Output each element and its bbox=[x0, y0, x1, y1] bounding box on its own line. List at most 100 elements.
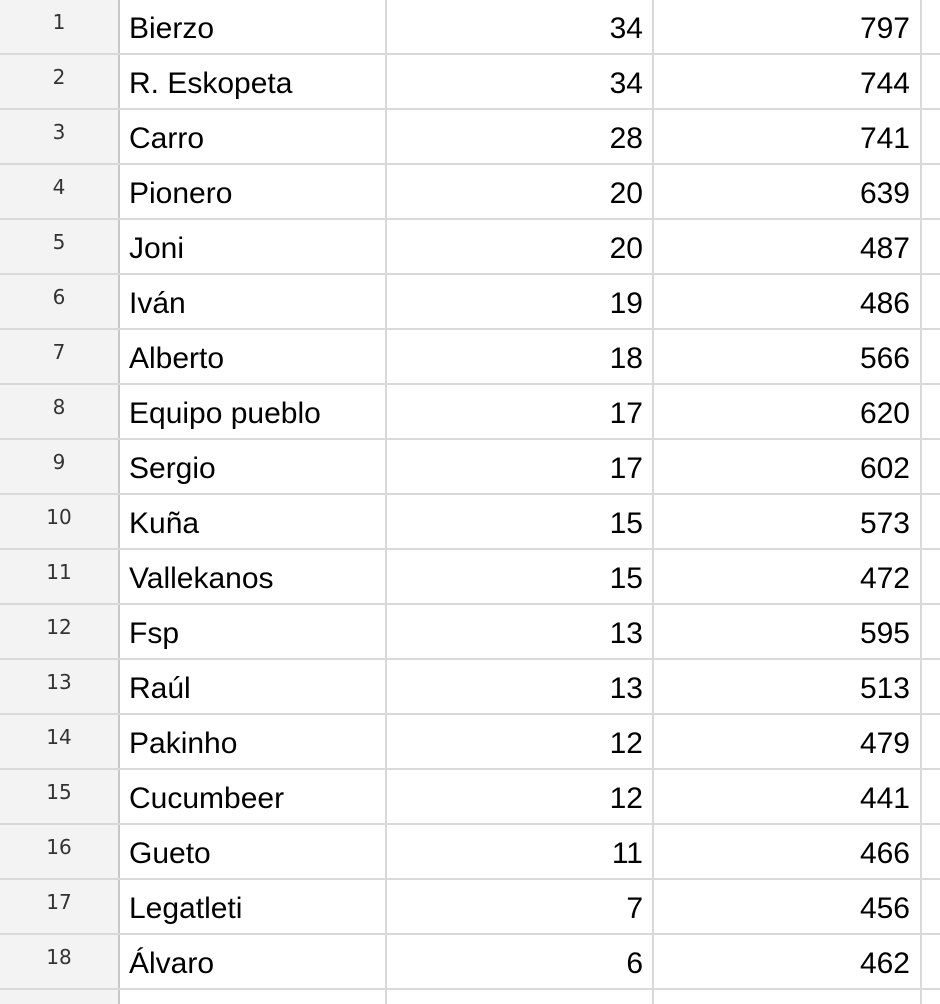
cell-col-c[interactable]: 28 bbox=[387, 110, 654, 163]
row-header[interactable]: 10 bbox=[0, 495, 120, 548]
row-header[interactable]: 11 bbox=[0, 550, 120, 603]
cell-col-c[interactable] bbox=[387, 990, 654, 1004]
table-row: 8 Equipo pueblo 17 620 bbox=[0, 385, 940, 440]
cell-col-e[interactable] bbox=[922, 110, 940, 163]
cell-name[interactable]: Legatleti bbox=[120, 880, 387, 933]
cell-col-d[interactable]: 797 bbox=[654, 0, 922, 53]
cell-col-d[interactable]: 620 bbox=[654, 385, 922, 438]
cell-col-d[interactable]: 472 bbox=[654, 550, 922, 603]
row-header[interactable]: 8 bbox=[0, 385, 120, 438]
row-header[interactable]: 16 bbox=[0, 825, 120, 878]
cell-col-d[interactable]: 573 bbox=[654, 495, 922, 548]
cell-col-c[interactable]: 6 bbox=[387, 935, 654, 988]
cell-col-e[interactable] bbox=[922, 550, 940, 603]
cell-col-c[interactable]: 20 bbox=[387, 165, 654, 218]
row-header[interactable]: 17 bbox=[0, 880, 120, 933]
cell-name[interactable]: Iván bbox=[120, 275, 387, 328]
cell-name[interactable]: R. Eskopeta bbox=[120, 55, 387, 108]
row-header[interactable]: 9 bbox=[0, 440, 120, 493]
cell-col-d[interactable]: 487 bbox=[654, 220, 922, 273]
cell-name[interactable]: Cucumbeer bbox=[120, 770, 387, 823]
cell-name[interactable]: Álvaro bbox=[120, 935, 387, 988]
cell-col-c[interactable]: 12 bbox=[387, 770, 654, 823]
cell-col-c[interactable]: 34 bbox=[387, 55, 654, 108]
row-header[interactable]: 15 bbox=[0, 770, 120, 823]
cell-col-d[interactable] bbox=[654, 990, 922, 1004]
cell-col-c[interactable]: 7 bbox=[387, 880, 654, 933]
cell-col-c[interactable]: 12 bbox=[387, 715, 654, 768]
cell-col-e[interactable] bbox=[922, 440, 940, 493]
cell-name[interactable]: Raúl bbox=[120, 660, 387, 713]
cell-col-e[interactable] bbox=[922, 385, 940, 438]
cell-col-d[interactable]: 602 bbox=[654, 440, 922, 493]
cell-name[interactable]: Gueto bbox=[120, 825, 387, 878]
row-header[interactable]: 13 bbox=[0, 660, 120, 713]
cell-col-e[interactable] bbox=[922, 990, 940, 1004]
cell-col-d[interactable]: 744 bbox=[654, 55, 922, 108]
cell-col-e[interactable] bbox=[922, 660, 940, 713]
cell-name[interactable]: Fsp bbox=[120, 605, 387, 658]
row-header[interactable]: 2 bbox=[0, 55, 120, 108]
cell-col-c[interactable]: 17 bbox=[387, 440, 654, 493]
cell-name[interactable]: Sergio bbox=[120, 440, 387, 493]
cell-col-d[interactable]: 462 bbox=[654, 935, 922, 988]
table-row: 16 Gueto 11 466 bbox=[0, 825, 940, 880]
cell-col-c[interactable]: 34 bbox=[387, 0, 654, 53]
cell-col-e[interactable] bbox=[922, 825, 940, 878]
row-header[interactable]: 7 bbox=[0, 330, 120, 383]
row-header[interactable]: 1 bbox=[0, 0, 120, 53]
cell-col-c[interactable]: 17 bbox=[387, 385, 654, 438]
cell-col-d[interactable]: 741 bbox=[654, 110, 922, 163]
row-header[interactable]: 3 bbox=[0, 110, 120, 163]
cell-col-e[interactable] bbox=[922, 55, 940, 108]
cell-name[interactable]: Vallekanos bbox=[120, 550, 387, 603]
cell-name[interactable]: Joni bbox=[120, 220, 387, 273]
cell-name[interactable]: Alberto bbox=[120, 330, 387, 383]
cell-col-e[interactable] bbox=[922, 495, 940, 548]
cell-col-d[interactable]: 466 bbox=[654, 825, 922, 878]
cell-col-d[interactable]: 479 bbox=[654, 715, 922, 768]
row-header[interactable]: 14 bbox=[0, 715, 120, 768]
cell-col-c[interactable]: 13 bbox=[387, 660, 654, 713]
cell-col-c[interactable]: 15 bbox=[387, 495, 654, 548]
cell-col-d[interactable]: 456 bbox=[654, 880, 922, 933]
cell-col-e[interactable] bbox=[922, 935, 940, 988]
cell-col-d[interactable]: 595 bbox=[654, 605, 922, 658]
cell-col-e[interactable] bbox=[922, 0, 940, 53]
cell-col-d[interactable]: 441 bbox=[654, 770, 922, 823]
cell-col-d[interactable]: 513 bbox=[654, 660, 922, 713]
row-header[interactable]: 6 bbox=[0, 275, 120, 328]
cell-name[interactable]: Equipo pueblo bbox=[120, 385, 387, 438]
table-row bbox=[0, 990, 940, 1004]
row-header[interactable]: 12 bbox=[0, 605, 120, 658]
cell-col-d[interactable]: 486 bbox=[654, 275, 922, 328]
cell-name[interactable] bbox=[120, 990, 387, 1004]
cell-name[interactable]: Kuña bbox=[120, 495, 387, 548]
cell-col-e[interactable] bbox=[922, 880, 940, 933]
row-header[interactable]: 5 bbox=[0, 220, 120, 273]
cell-name[interactable]: Pakinho bbox=[120, 715, 387, 768]
cell-col-d[interactable]: 639 bbox=[654, 165, 922, 218]
cell-col-e[interactable] bbox=[922, 330, 940, 383]
cell-col-c[interactable]: 20 bbox=[387, 220, 654, 273]
cell-col-c[interactable]: 15 bbox=[387, 550, 654, 603]
cell-col-e[interactable] bbox=[922, 605, 940, 658]
cell-col-e[interactable] bbox=[922, 770, 940, 823]
row-header[interactable] bbox=[0, 990, 120, 1004]
cell-col-c[interactable]: 11 bbox=[387, 825, 654, 878]
cell-col-c[interactable]: 18 bbox=[387, 330, 654, 383]
table-row: 9 Sergio 17 602 bbox=[0, 440, 940, 495]
row-header[interactable]: 18 bbox=[0, 935, 120, 988]
cell-col-e[interactable] bbox=[922, 275, 940, 328]
cell-name[interactable]: Bierzo bbox=[120, 0, 387, 53]
cell-col-d[interactable]: 566 bbox=[654, 330, 922, 383]
cell-col-c[interactable]: 19 bbox=[387, 275, 654, 328]
cell-name[interactable]: Pionero bbox=[120, 165, 387, 218]
cell-col-e[interactable] bbox=[922, 220, 940, 273]
cell-col-c[interactable]: 13 bbox=[387, 605, 654, 658]
cell-name[interactable]: Carro bbox=[120, 110, 387, 163]
cell-col-e[interactable] bbox=[922, 715, 940, 768]
cell-col-e[interactable] bbox=[922, 165, 940, 218]
row-header[interactable]: 4 bbox=[0, 165, 120, 218]
